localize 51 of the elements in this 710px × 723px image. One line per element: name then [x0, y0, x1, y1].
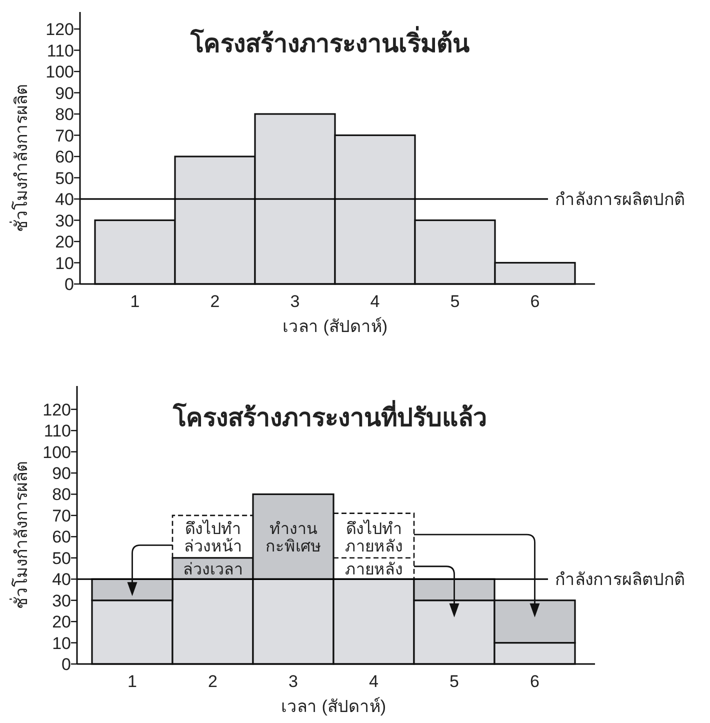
x-tick-label: 6 — [530, 292, 540, 311]
y-tick-label: 100 — [42, 442, 71, 462]
x-tick-label: 5 — [450, 672, 459, 691]
y-tick-label: 20 — [52, 612, 71, 632]
y-tick-label: 10 — [55, 254, 74, 273]
y-tick-label: 30 — [55, 211, 74, 230]
y-tick-label: 30 — [52, 591, 71, 610]
text: โครงสร้างภาระงานเริ่มต้น — [190, 26, 470, 58]
ref-line-label: กำลังการผลิตปกติ — [555, 570, 685, 590]
x-axis-title: เวลา (สัปดาห์) — [280, 697, 386, 716]
annotation: ทำงาน กะพิเศษ — [265, 520, 322, 556]
y-tick-label: 10 — [52, 634, 71, 653]
x-tick-label: 3 — [288, 672, 298, 691]
annotation: ล่วงเวลา — [182, 562, 243, 579]
y-tick-label: 90 — [52, 464, 71, 484]
x-tick-label: 5 — [450, 292, 460, 311]
x-axis-title: เวลา (สัปดาห์) — [282, 317, 388, 336]
x-tick-label: 2 — [208, 672, 218, 691]
x-tick-label: 1 — [128, 672, 137, 691]
x-tick-label: 2 — [210, 292, 220, 311]
annotation: ภายหลัง — [344, 562, 403, 579]
y-tick-label: 50 — [52, 548, 71, 568]
y-tick-label: 110 — [46, 41, 74, 60]
y-tick-label: 70 — [52, 506, 71, 526]
ref-line-label: กำลังการผลิตปกติ — [555, 190, 685, 209]
y-tick-label: 0 — [64, 275, 74, 294]
annotation: ดึงไปทำ ภายหลัง — [344, 518, 403, 556]
text: โครงสร้างภาระงานที่ปรับแล้ว — [172, 400, 487, 432]
x-tick-label: 3 — [290, 292, 300, 311]
y-tick-label: 80 — [52, 485, 71, 504]
annotation: ดึงไปทำ ล่วงหน้า — [184, 518, 242, 556]
y-tick-label: 0 — [62, 655, 71, 674]
y-tick-label: 70 — [55, 126, 74, 146]
x-tick-label: 4 — [369, 672, 378, 691]
y-tick-label: 50 — [55, 168, 74, 188]
y-tick-label: 40 — [55, 190, 74, 209]
y-tick-label: 40 — [52, 570, 71, 590]
y-tick-label: 80 — [55, 105, 74, 124]
y-tick-label: 120 — [46, 20, 74, 39]
y-axis-title: ชั่วโมงกำลังการผลิต — [9, 461, 31, 609]
y-axis-title: ชั่วโมงกำลังการผลิต — [9, 84, 31, 232]
x-tick-label: 4 — [370, 292, 380, 311]
y-tick-label: 20 — [55, 232, 74, 252]
x-tick-label: 1 — [130, 292, 140, 311]
y-tick-label: 60 — [52, 528, 71, 547]
x-tick-label: 6 — [530, 672, 540, 691]
y-tick-label: 100 — [46, 62, 74, 82]
y-tick-label: 120 — [42, 400, 71, 420]
y-tick-label: 110 — [44, 422, 71, 441]
y-tick-label: 90 — [55, 84, 74, 103]
y-tick-label: 60 — [55, 148, 74, 166]
